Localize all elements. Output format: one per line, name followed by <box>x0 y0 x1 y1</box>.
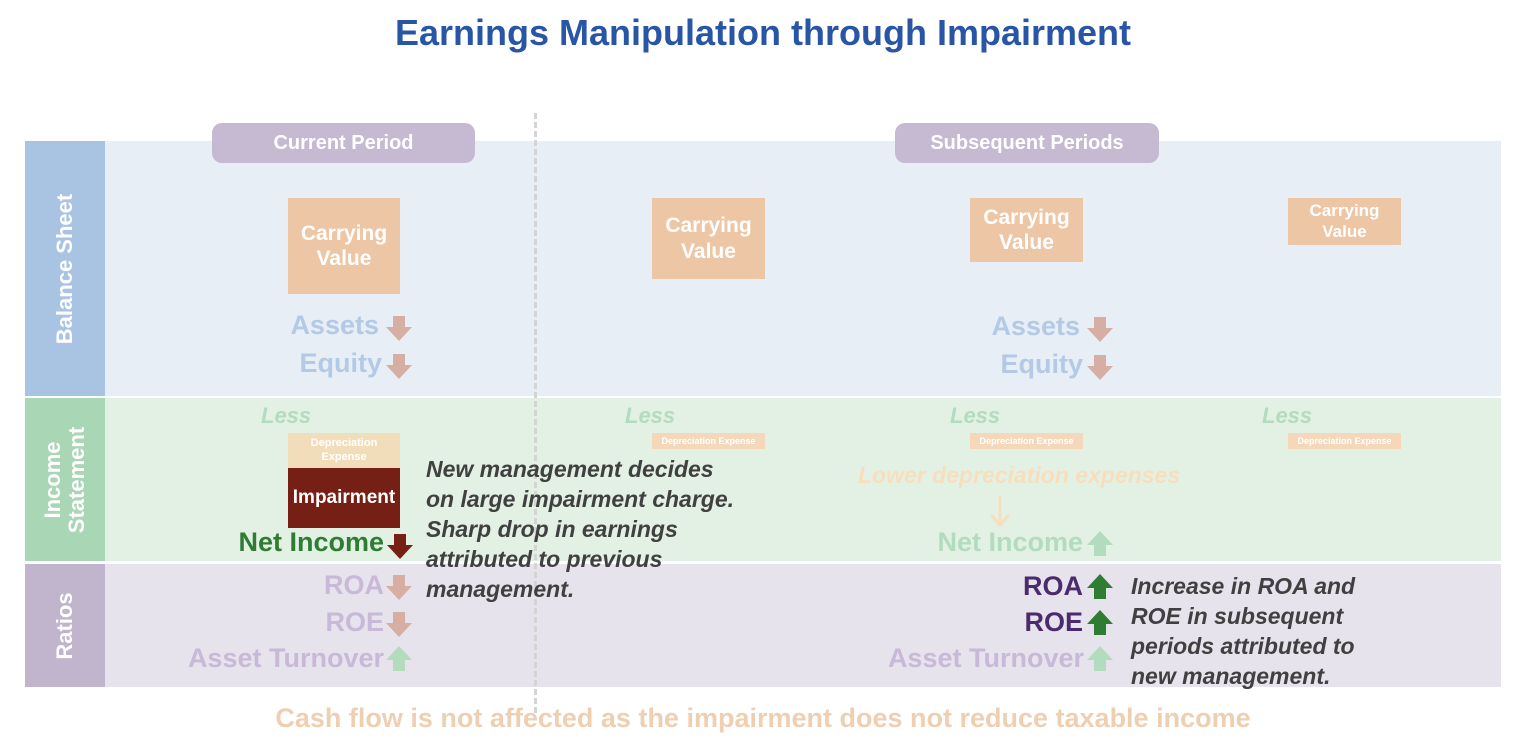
depreciation-expense-period-2: Depreciation Expense <box>970 433 1083 449</box>
current-period-header: Current Period <box>212 123 475 163</box>
less-label-period-3: Less <box>1262 403 1313 428</box>
less-label-period-2: Less <box>950 403 1001 428</box>
subsequent-periods-note: Increase in ROA and ROE in subsequent pe… <box>1131 573 1356 689</box>
carrying-value-current: Carrying Value <box>288 198 400 294</box>
asset-turnover-label-subsequent: Asset Turnover <box>887 643 1084 673</box>
depreciation-expense-current: Depreciation Expense <box>288 433 400 468</box>
roe-up-arrow <box>1087 610 1113 635</box>
less-label-current: Less <box>261 403 312 428</box>
ratios-sidebar: Ratios <box>25 564 105 687</box>
roe-label-subsequent: ROE <box>1024 607 1083 637</box>
net-income-label-subsequent: Net Income <box>937 527 1083 557</box>
ratios-label: Ratios <box>51 591 77 660</box>
lower-depreciation-arrow <box>989 496 1011 528</box>
roa-label-current: ROA <box>324 570 384 600</box>
income-statement-label: Income Statement <box>39 426 89 533</box>
equity-down-arrow-current <box>386 354 412 379</box>
less-label-period-1: Less <box>625 403 676 428</box>
income-statement-sidebar: Income Statement <box>25 398 105 561</box>
roa-label-subsequent: ROA <box>1023 571 1083 601</box>
carrying-value-period-3: Carrying Value <box>1288 198 1401 245</box>
depreciation-expense-period-3: Depreciation Expense <box>1288 433 1401 449</box>
roe-label-current: ROE <box>325 607 384 637</box>
roa-up-arrow <box>1087 574 1113 599</box>
net-income-up-arrow <box>1087 531 1113 556</box>
ratios-band <box>25 564 1501 687</box>
carrying-value-period-1: Carrying Value <box>652 198 765 279</box>
assets-label-current: Assets <box>290 310 379 340</box>
asset-turnover-up-arrow-current <box>386 646 412 671</box>
equity-down-arrow-subsequent <box>1087 355 1113 380</box>
assets-down-arrow-subsequent <box>1087 317 1113 342</box>
subsequent-periods-header: Subsequent Periods <box>895 123 1159 163</box>
net-income-down-arrow <box>387 534 413 559</box>
diagram-title: Earnings Manipulation through Impairment <box>394 12 1131 53</box>
asset-turnover-label-current: Asset Turnover <box>187 643 384 673</box>
equity-label-subsequent: Equity <box>1000 349 1083 379</box>
depreciation-expense-period-1: Depreciation Expense <box>652 433 765 449</box>
asset-turnover-up-arrow-subsequent <box>1087 646 1113 671</box>
roe-down-arrow <box>386 612 412 637</box>
roa-down-arrow <box>386 575 412 600</box>
equity-label-current: Equity <box>299 348 382 378</box>
cash-flow-note: Cash flow is not affected as the impairm… <box>275 703 1251 733</box>
assets-down-arrow-current <box>386 316 412 341</box>
balance-sheet-sidebar: Balance Sheet <box>25 141 105 396</box>
assets-label-subsequent: Assets <box>991 311 1080 341</box>
carrying-value-period-2: Carrying Value <box>970 198 1083 262</box>
lower-depreciation-label: Lower depreciation expenses <box>858 462 1181 488</box>
net-income-label-current: Net Income <box>238 527 384 557</box>
income-statement-band <box>25 398 1501 561</box>
impairment-box: Impairment <box>288 468 400 528</box>
balance-sheet-label: Balance Sheet <box>51 193 77 344</box>
period-divider <box>534 113 537 713</box>
current-period-note: New management decides on large impairme… <box>426 456 735 602</box>
